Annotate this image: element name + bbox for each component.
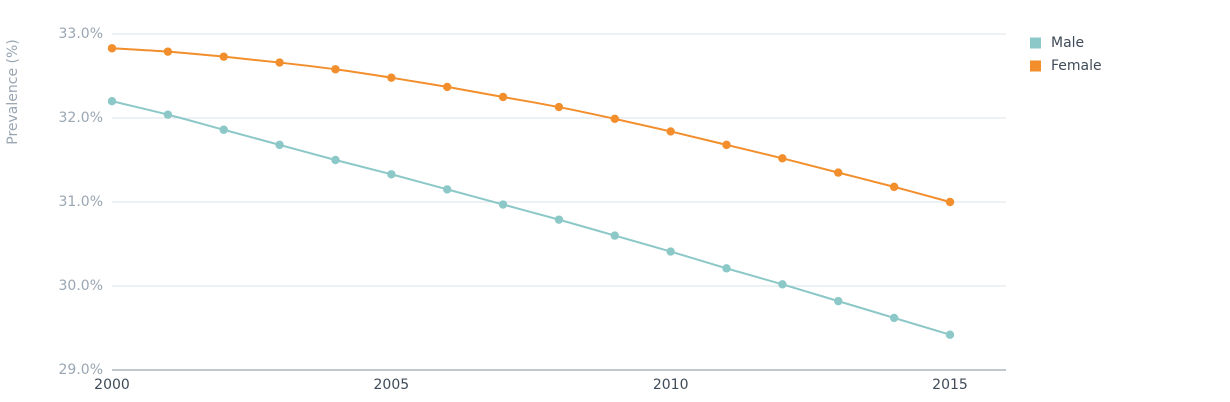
x-tick-label: 2010 [653, 377, 689, 393]
data-point[interactable] [331, 65, 340, 74]
series-layer [107, 44, 955, 339]
data-point[interactable] [889, 313, 899, 323]
data-point[interactable] [778, 280, 787, 289]
data-point[interactable] [275, 58, 284, 67]
y-tick-label: 33.0% [59, 26, 103, 42]
legend-swatch [1030, 37, 1041, 49]
legend-item-female[interactable]: Female [1030, 58, 1102, 74]
x-tick-label: 2005 [374, 377, 410, 393]
y-tick-label: 30.0% [59, 278, 103, 294]
legend-label: Male [1051, 35, 1084, 51]
data-point[interactable] [834, 296, 843, 306]
series-line [111, 47, 951, 203]
data-point[interactable] [554, 215, 564, 224]
x-tick-label: 2015 [932, 377, 968, 393]
y-tick-label: 32.0% [59, 110, 103, 126]
data-point[interactable] [498, 92, 508, 102]
gridlines [112, 33, 1006, 287]
data-point[interactable] [219, 125, 228, 134]
data-point[interactable] [443, 185, 452, 194]
data-point[interactable] [610, 114, 619, 124]
data-point[interactable] [722, 264, 731, 273]
data-point[interactable] [107, 44, 117, 53]
data-point[interactable] [498, 200, 508, 209]
data-point[interactable] [219, 52, 228, 61]
y-tick-label: 29.0% [59, 362, 103, 378]
data-point[interactable] [331, 155, 340, 165]
data-point[interactable] [945, 330, 955, 339]
x-axis-ticks: 2000 2005 2010 2015 [94, 377, 968, 393]
data-point[interactable] [107, 97, 117, 106]
x-tick-label: 2000 [94, 377, 130, 393]
data-point[interactable] [387, 73, 396, 82]
data-point[interactable] [275, 140, 284, 150]
series-line [111, 100, 951, 336]
data-point[interactable] [443, 82, 452, 92]
series-female [107, 44, 955, 207]
legend-item-male[interactable]: Male [1030, 35, 1084, 51]
data-point[interactable] [163, 47, 173, 56]
data-point[interactable] [387, 170, 396, 179]
data-point[interactable] [666, 127, 675, 136]
y-axis-title: Prevalence (%) [5, 39, 21, 145]
data-point[interactable] [610, 231, 619, 240]
data-point[interactable] [834, 168, 843, 177]
data-point[interactable] [778, 154, 787, 163]
legend-label: Female [1051, 58, 1102, 74]
legend-swatch [1030, 60, 1041, 72]
series-male [107, 97, 955, 339]
data-point[interactable] [722, 140, 731, 150]
y-axis-ticks: 29.0% 30.0% 31.0% 32.0% 33.0% [59, 26, 103, 378]
data-point[interactable] [666, 247, 675, 256]
legend: Male Female [1030, 35, 1102, 74]
data-point[interactable] [163, 110, 173, 119]
data-point[interactable] [945, 197, 955, 207]
y-tick-label: 31.0% [59, 194, 103, 210]
data-point[interactable] [889, 182, 899, 192]
data-point[interactable] [554, 102, 564, 112]
